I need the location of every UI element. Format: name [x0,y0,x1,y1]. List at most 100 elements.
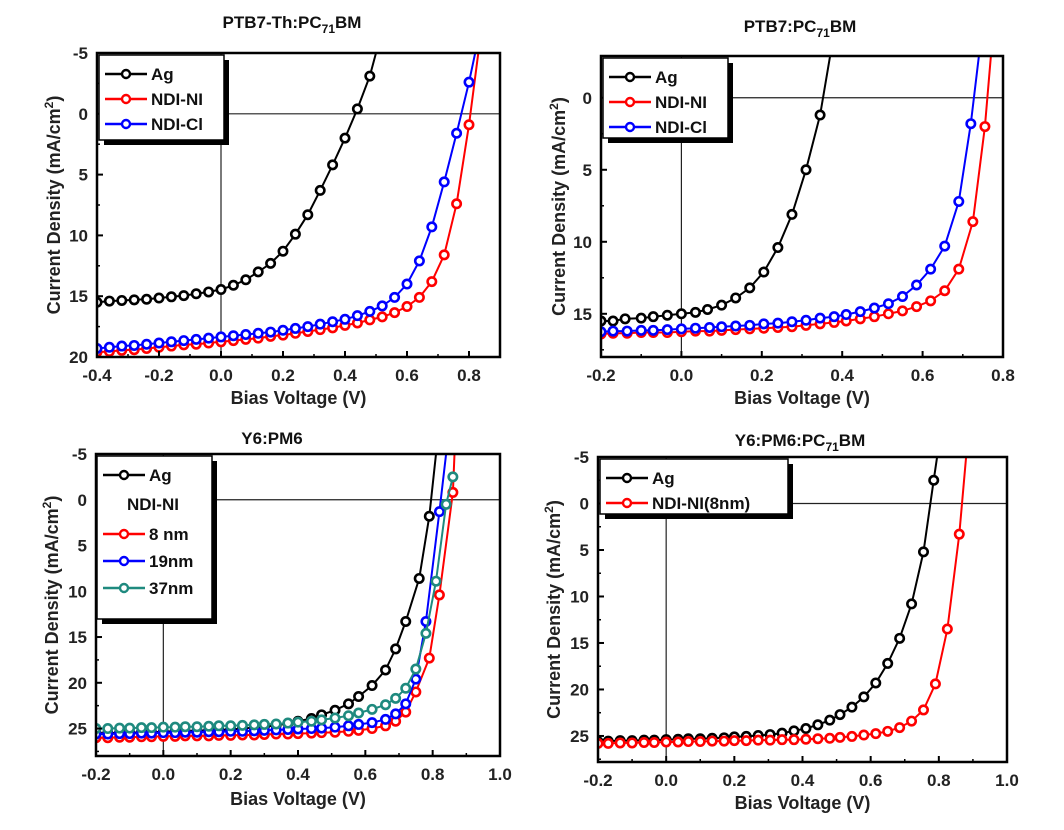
data-point [744,319,756,331]
title-tail: BM [830,17,856,36]
data-point [252,266,264,278]
y-tick-label: 0 [583,89,592,108]
legend-item: NDI-NI [105,90,203,109]
y-label-tail: ) [42,496,62,502]
data-point [380,699,392,711]
data-point [440,498,452,510]
data-point [772,242,784,254]
legend-item: Ag [105,65,174,84]
data-point [621,325,633,337]
legend-item: NDI-Cl [105,115,203,134]
data-point [252,327,264,339]
data-point [215,284,227,296]
chart-panel-3: Y6:PM6 -0.2 0.0 0.2 0.4 0.6 0.8 1.0 -5 0 5 10 15 20 25… [40,429,512,809]
data-point [376,311,388,323]
data-point [240,329,252,341]
data-point [236,719,248,731]
data-point [103,295,115,307]
data-point [602,737,614,749]
data-point [911,301,923,313]
chart-panel-2: PTB7:PC71BM -0.2 0.0 0.2 0.4 0.6 0.8 0 5 10 15 Bias… [547,17,1015,408]
legend-item: 8 nm [103,525,189,544]
data-point [730,292,742,304]
x-tick-label: 0.2 [271,366,295,385]
data-point [225,720,237,732]
data-point [433,589,445,601]
legend-label: NDI-NI [655,93,707,112]
data-point [190,333,202,345]
x-tick-label: 0.2 [723,771,747,790]
x-tick-label: -0.4 [82,366,112,385]
data-point [870,728,882,740]
legend-label: Ag [655,68,678,87]
data-point [463,119,475,131]
data-point [607,325,619,337]
x-tick-label: -0.2 [144,366,173,385]
y-label-superscript: 2 [40,501,54,508]
legend-swatch-marker [621,497,633,509]
x-tick-label: 0.0 [209,366,233,385]
data-point [227,330,239,342]
data-point [433,506,445,518]
data-point [824,714,836,726]
data-point [413,255,425,267]
data-point [882,308,894,320]
data-point [648,736,660,748]
data-point [327,159,339,171]
x-tick-label: 1.0 [488,765,512,784]
legend: Ag NDI-NI NDI-Cl [602,57,733,143]
y-label-tail: ) [549,97,569,103]
data-point [896,305,908,317]
data-point [364,70,376,82]
legend-swatch-marker [624,71,636,83]
x-tick-label: 0.4 [791,771,815,790]
data-point [157,721,169,733]
series-ndi-cl [97,53,477,354]
data-point [423,652,435,664]
data-point [410,686,422,698]
data-point [758,318,770,330]
x-tick-label: 0.8 [421,765,445,784]
legend-item: 19nm [103,552,193,571]
data-point [423,510,435,522]
x-tick-label: -0.2 [583,771,612,790]
data-point [342,698,354,710]
chart-panel-1: PTB7-Th:PC71BM -0.4 -0.2 0.0 0.2 0.4 0.6 0.8 -5 0… [42,13,502,408]
data-point [953,528,965,540]
x-tick-label: -0.2 [81,765,110,784]
data-point [191,721,203,733]
data-point [728,735,740,747]
data-point [141,293,153,305]
y-tick-label: 20 [570,680,589,699]
data-point [953,263,965,275]
data-point [929,678,941,690]
data-point [675,308,687,320]
data-point [314,318,326,330]
data-point [114,722,126,734]
data-point [451,198,463,210]
data-point [413,291,425,303]
data-point [834,709,846,721]
data-point [339,313,351,325]
data-point [390,708,402,720]
y-tick-label: 10 [68,582,87,601]
x-tick-label: 0.0 [670,366,694,385]
legend-group-title: NDI-NI [127,495,179,514]
y-tick-label: -5 [72,445,87,464]
data-point [270,718,282,730]
data-point [911,279,923,291]
legend: Ag NDI-NI(8nm) [599,458,793,519]
data-point [635,324,647,336]
x-tick-label: 1.0 [995,771,1019,790]
data-point [979,121,991,133]
legend-label: NDI-Cl [151,115,203,134]
title-subscript: 71 [322,22,336,36]
chart-title: PTB7:PC71BM [744,17,857,40]
legend-label: 19nm [149,552,193,571]
legend: Ag NDI-NI NDI-Cl [98,54,229,145]
title-main: Y6:PM6 [241,429,302,448]
legend-label: 8 nm [149,525,189,544]
series-ndi-ni-8nm- [598,457,968,749]
y-label-tail: ) [544,500,564,506]
